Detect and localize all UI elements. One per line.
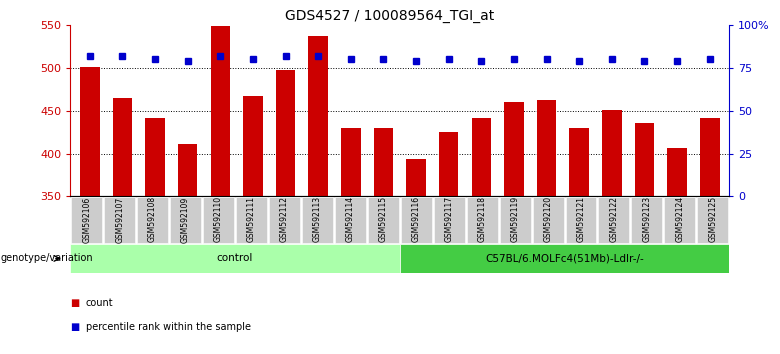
- Bar: [71, 198, 102, 243]
- Text: control: control: [217, 253, 254, 263]
- Bar: [598, 198, 629, 243]
- Text: GSM592115: GSM592115: [379, 196, 388, 242]
- Text: GSM592106: GSM592106: [82, 196, 91, 242]
- Bar: [137, 198, 168, 243]
- Bar: [700, 118, 719, 196]
- Text: GSM592110: GSM592110: [214, 196, 223, 242]
- Text: GSM592122: GSM592122: [609, 196, 619, 242]
- Bar: [105, 198, 135, 243]
- Text: GSM592119: GSM592119: [511, 196, 519, 242]
- Text: count: count: [86, 298, 113, 308]
- Bar: [401, 198, 431, 243]
- Text: GSM592108: GSM592108: [148, 196, 157, 242]
- Bar: [472, 118, 491, 196]
- Bar: [276, 70, 296, 196]
- Bar: [566, 198, 597, 243]
- Bar: [504, 102, 523, 196]
- Text: C57BL/6.MOLFc4(51Mb)-Ldlr-/-: C57BL/6.MOLFc4(51Mb)-Ldlr-/-: [485, 253, 644, 263]
- Text: GDS4527 / 100089564_TGI_at: GDS4527 / 100089564_TGI_at: [285, 9, 495, 23]
- Bar: [635, 122, 654, 196]
- Text: GSM592123: GSM592123: [643, 196, 651, 242]
- Bar: [400, 244, 729, 273]
- Bar: [668, 148, 687, 196]
- Text: percentile rank within the sample: percentile rank within the sample: [86, 322, 251, 332]
- Bar: [70, 244, 400, 273]
- Text: GSM592121: GSM592121: [576, 196, 586, 242]
- Text: GSM592120: GSM592120: [544, 196, 552, 242]
- Bar: [80, 67, 100, 196]
- Bar: [211, 27, 230, 196]
- Bar: [170, 198, 201, 243]
- Text: ■: ■: [70, 298, 80, 308]
- Bar: [537, 100, 556, 196]
- Bar: [112, 98, 132, 196]
- Text: GSM592112: GSM592112: [280, 196, 289, 242]
- Bar: [178, 144, 197, 196]
- Bar: [308, 36, 328, 196]
- Bar: [602, 110, 622, 196]
- Text: GSM592125: GSM592125: [708, 196, 718, 242]
- Bar: [269, 198, 300, 243]
- Bar: [406, 159, 426, 196]
- Text: GSM592124: GSM592124: [675, 196, 684, 242]
- Bar: [697, 198, 729, 243]
- Text: GSM592118: GSM592118: [477, 196, 487, 242]
- Bar: [665, 198, 695, 243]
- Bar: [368, 198, 399, 243]
- Bar: [533, 198, 563, 243]
- Bar: [439, 132, 459, 196]
- Bar: [335, 198, 366, 243]
- Bar: [243, 96, 263, 196]
- Bar: [500, 198, 530, 243]
- Text: GSM592113: GSM592113: [313, 196, 322, 242]
- Text: GSM592117: GSM592117: [445, 196, 454, 242]
- Bar: [569, 128, 589, 196]
- Bar: [302, 198, 333, 243]
- Bar: [145, 118, 165, 196]
- Bar: [203, 198, 234, 243]
- Bar: [434, 198, 465, 243]
- Bar: [632, 198, 662, 243]
- Text: GSM592107: GSM592107: [115, 196, 124, 242]
- Text: genotype/variation: genotype/variation: [1, 253, 94, 263]
- Text: GSM592111: GSM592111: [247, 196, 256, 242]
- Text: GSM592116: GSM592116: [412, 196, 420, 242]
- Text: GSM592114: GSM592114: [346, 196, 355, 242]
- Bar: [374, 128, 393, 196]
- Text: ■: ■: [70, 322, 80, 332]
- Bar: [236, 198, 267, 243]
- Bar: [341, 128, 360, 196]
- Bar: [466, 198, 498, 243]
- Text: GSM592109: GSM592109: [181, 196, 190, 242]
